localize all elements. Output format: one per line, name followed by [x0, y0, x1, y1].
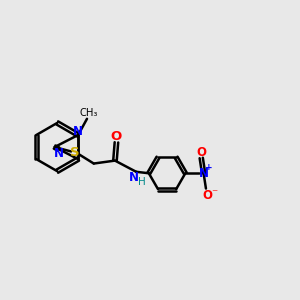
- Text: N: N: [129, 171, 139, 184]
- Text: +: +: [205, 163, 212, 172]
- Text: N: N: [73, 125, 82, 138]
- Text: ⁻: ⁻: [212, 188, 218, 200]
- Text: CH₃: CH₃: [79, 109, 98, 118]
- Text: S: S: [70, 146, 80, 159]
- Text: H: H: [138, 177, 146, 188]
- Text: O: O: [196, 146, 206, 159]
- Text: N: N: [199, 167, 208, 180]
- Text: O: O: [111, 130, 122, 143]
- Text: N: N: [54, 147, 64, 160]
- Text: O: O: [202, 188, 212, 202]
